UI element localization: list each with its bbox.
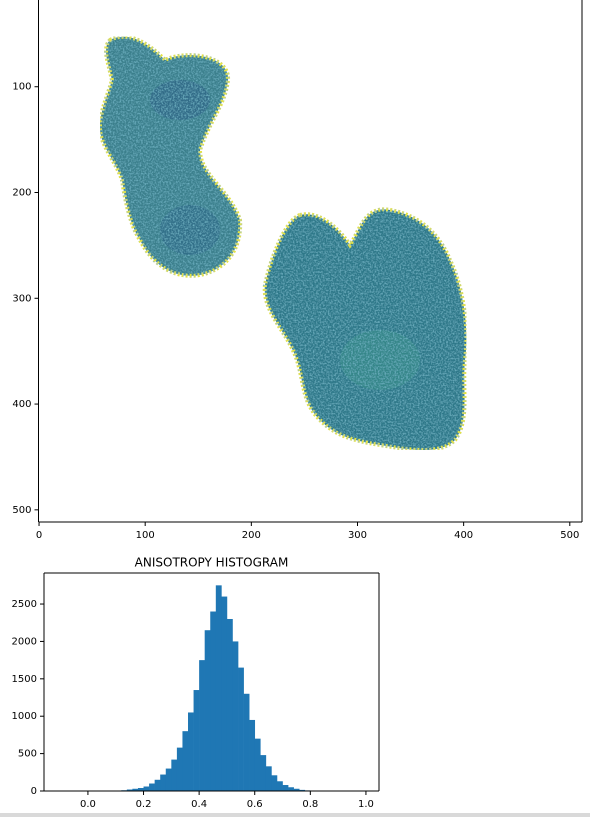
bar	[132, 788, 139, 791]
x-tick-label: 400	[454, 530, 473, 541]
x-tick-label: 0.4	[191, 799, 207, 810]
bar	[182, 731, 189, 791]
bar	[143, 786, 150, 791]
x-tick-label: 100	[136, 530, 155, 541]
bar	[226, 618, 233, 791]
bar	[254, 738, 261, 791]
x-tick-label: 0.6	[247, 799, 263, 810]
bar	[271, 775, 278, 791]
bar	[276, 781, 283, 791]
image-content	[97, 34, 469, 452]
bar	[265, 766, 272, 791]
y-tick-label: 200	[12, 188, 31, 199]
y-tick-label: 100	[12, 82, 31, 93]
bar	[199, 660, 205, 791]
y-tick-label: 500	[12, 505, 31, 516]
x-tick-label: 0.0	[80, 799, 96, 810]
bar	[243, 693, 250, 791]
window-edge	[0, 813, 590, 817]
bar	[193, 690, 200, 791]
y-tick-label: 2000	[12, 636, 37, 647]
bar	[249, 719, 256, 791]
x-tick-label: 500	[560, 530, 579, 541]
x-tick-label: 0.8	[302, 799, 318, 810]
bar	[299, 789, 306, 791]
bar	[137, 788, 144, 791]
x-tick-label: 0.2	[136, 799, 152, 810]
bar	[288, 787, 294, 791]
bar	[160, 774, 167, 791]
bar	[126, 789, 133, 791]
chart-title: ANISOTROPY HISTOGRAM	[135, 556, 289, 570]
x-tick-label: 200	[242, 530, 261, 541]
y-tick-label: 300	[12, 293, 31, 304]
y-tick-label: 400	[12, 399, 31, 410]
x-tick-label: 0	[36, 530, 42, 541]
y-tick-label: 2500	[12, 599, 37, 610]
bar	[293, 788, 300, 791]
bar	[232, 641, 239, 791]
bar	[210, 611, 217, 791]
x-tick-label: 1.0	[358, 799, 374, 810]
x-tick-label: 300	[348, 530, 367, 541]
bar	[282, 785, 289, 791]
bar	[154, 779, 161, 791]
y-tick-label: 1500	[12, 674, 37, 685]
bar	[260, 755, 267, 791]
bar	[176, 747, 183, 791]
bar	[221, 596, 228, 791]
bar	[215, 585, 222, 791]
y-tick-label: 0	[31, 786, 37, 797]
y-tick-label: 500	[18, 749, 37, 760]
bar	[165, 768, 172, 791]
bar	[149, 783, 155, 791]
bar	[238, 667, 244, 791]
bar	[171, 759, 178, 791]
bar	[204, 630, 211, 791]
y-tick-label: 1000	[12, 711, 37, 722]
bar	[188, 712, 194, 791]
